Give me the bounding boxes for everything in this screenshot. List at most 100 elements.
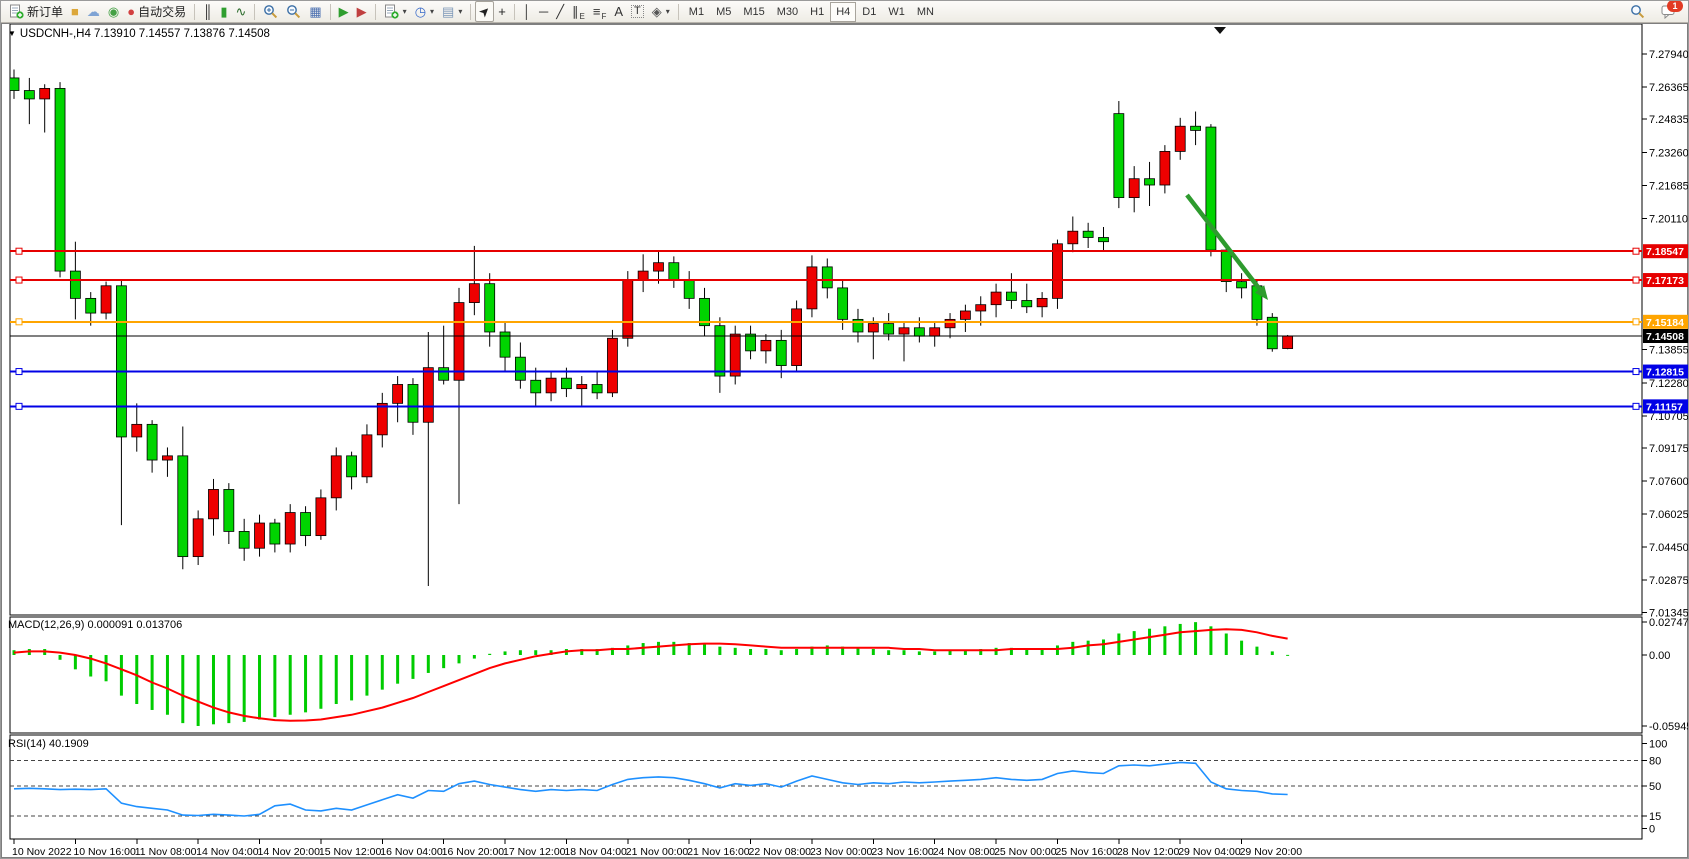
price-tick-label: 7.20110 [1649,213,1688,225]
tile-windows-icon: ▦ [309,4,322,19]
tf-m1-button[interactable]: M1 [688,5,705,18]
tile-windows-button[interactable]: ▦ [305,1,325,22]
line-handle[interactable] [1632,318,1640,326]
search-button[interactable] [1626,1,1649,22]
tf-h4-button[interactable]: H4 [830,1,857,22]
symbols-button[interactable]: ■ [67,1,83,22]
macd-histogram-bar [626,645,630,655]
line-handle[interactable] [1632,368,1640,376]
cursor-button[interactable]: ➤ [475,1,495,22]
line-handle[interactable] [1632,247,1640,255]
macd-histogram-bar [933,651,937,655]
chart-shift-button[interactable]: ▶ [353,1,371,22]
macd-indicator-label: MACD(12,26,9) 0.000091 0.013706 [8,619,183,631]
line-handle[interactable] [15,368,23,376]
horizontal-line-button[interactable]: ─ [535,1,552,22]
macd-histogram-bar [718,646,722,655]
text-button[interactable]: A [610,1,627,22]
macd-histogram-bar [1163,626,1167,655]
macd-histogram-bar [948,650,952,655]
auto-scroll-button[interactable]: ▶ [335,1,353,22]
autotrading-button[interactable]: ● 自动交易 [123,1,190,22]
chart-shift-marker[interactable] [1214,27,1226,34]
price-axis: 7.27940 7.26365 7.24835 7.23260 7.21685 7.201… [1642,49,1688,619]
tf-mn-button[interactable]: MN [916,5,934,18]
new-order-button[interactable]: 新订单 [5,1,67,22]
line-chart-button[interactable]: ∿ [231,1,250,22]
tf-d1-button[interactable]: D1 [862,5,877,18]
line-handle[interactable] [1632,402,1640,410]
macd-histogram-bar [104,655,108,682]
macd-histogram-bar [610,647,614,655]
fibonacci-button[interactable]: ≡ F [589,1,610,22]
tf-w1-button[interactable]: W1 [888,5,905,18]
price-level-label [1643,314,1688,329]
chevron-down-icon: ▾ [402,7,407,16]
chart-canvas[interactable]: 7.27940 7.26365 7.24835 7.23260 7.21685 7.201… [2,24,1689,859]
time-tick-label: 16 Nov 20:00 [442,846,505,858]
notifications-button[interactable]: 1 [1657,1,1683,22]
macd-histogram-bar [288,655,292,715]
line-handle[interactable] [1632,276,1640,284]
resistance-line-1[interactable]: 7.18547 [10,244,1689,259]
fibonacci-icon: ≡ [592,4,601,19]
chart-window[interactable]: ▼ USDCNH-,H4 7.13910 7.14557 7.13876 7.14… [1,23,1688,858]
indicators-button[interactable]: ▾ [380,1,411,22]
ohlc-bars-button[interactable]: ║ [199,1,216,22]
line-handle[interactable] [15,276,23,284]
candle-body [975,304,987,312]
candle-body [622,279,634,339]
toolbar-separator [329,3,331,20]
pivot-line[interactable]: 7.15184 [10,314,1689,329]
line-handle[interactable] [15,402,23,410]
candle-body [1021,300,1033,308]
tf-m15-button[interactable]: M15 [743,5,765,18]
rsi-tick-label: 100 [1649,739,1667,751]
candle-body [1067,230,1079,245]
tf-m30-button[interactable]: M30 [776,5,799,18]
chat-icon: 1 [1661,1,1683,19]
support-line-1[interactable]: 7.12815 [10,364,1689,379]
line-handle[interactable] [15,318,23,326]
zoom-out-button[interactable] [282,1,305,22]
macd-histogram-bar [196,655,200,726]
crosshair-button[interactable]: + [494,1,510,22]
depth-of-market-button[interactable]: ☁ [83,1,104,22]
candle-body [407,384,419,423]
macd-histogram-bar [89,655,93,677]
macd-histogram-bar [273,655,277,718]
periods-button[interactable]: ◷ ▾ [411,1,438,22]
equidistant-channel-button[interactable]: ∥ E [568,1,589,22]
tf-h1-button[interactable]: H1 [810,5,825,18]
text-icon: A [614,4,624,19]
macd-histogram-bar [733,647,737,655]
text-label-button[interactable]: T [627,1,648,22]
zoom-in-button[interactable] [259,1,282,22]
candle-body [929,327,941,337]
chart-title-dropdown-icon[interactable]: ▼ [8,29,16,38]
candle-body [545,377,557,394]
candle-body [1098,237,1109,243]
rsi-tick-label: 80 [1649,756,1661,768]
price-level-label-text: 7.18547 [1646,246,1684,258]
resistance-line-2[interactable]: 7.17173 [10,273,1689,288]
macd-pane[interactable] [9,616,1643,734]
candlesticks-button[interactable]: ▮ [216,1,231,22]
candle-body [1128,178,1140,199]
rsi-pane[interactable] [9,734,1643,840]
arrows-button[interactable]: ◈ ▾ [648,1,674,22]
macd-histogram-bar [1286,654,1290,656]
vertical-line-button[interactable]: │ [519,1,535,22]
macd-histogram-bar [442,655,446,669]
price-pane[interactable] [9,24,1643,616]
templates-button[interactable]: ▤ ▾ [438,1,466,22]
line-handle[interactable] [15,247,23,255]
signals-button[interactable]: ◉ [104,1,123,22]
candle-body [269,522,281,545]
trend-arrow[interactable] [1185,193,1268,300]
trendline-button[interactable]: ╱ [552,1,568,22]
tf-m5-button[interactable]: M5 [716,5,732,18]
support-line-2[interactable]: 7.11157 [10,399,1689,414]
candle-body [422,367,434,423]
